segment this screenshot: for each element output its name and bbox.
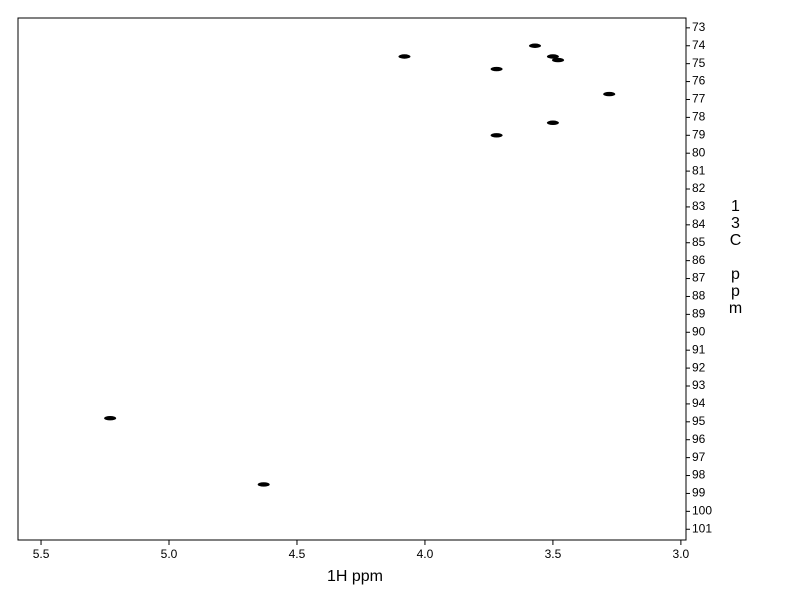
peak: [490, 133, 503, 138]
peak: [603, 91, 616, 97]
y-tick-label: 93: [692, 378, 706, 392]
peak: [552, 57, 565, 63]
y-axis-title: 13C ppm: [727, 198, 744, 317]
peak: [398, 54, 411, 59]
y-tick-label: 73: [692, 20, 706, 34]
peak: [546, 120, 559, 125]
peak: [104, 416, 117, 421]
y-tick-label: 88: [692, 289, 706, 303]
y-tick-label: 78: [692, 110, 706, 124]
y-tick-label: 77: [692, 92, 706, 106]
x-tick-label: 3.0: [673, 547, 690, 561]
y-tick-label: 74: [692, 38, 706, 52]
y-tick-label: 89: [692, 307, 706, 321]
y-tick-label: 87: [692, 271, 706, 285]
x-axis-title: 1H ppm: [327, 568, 383, 585]
y-tick-label: 101: [692, 521, 712, 535]
y-tick-label: 100: [692, 504, 712, 518]
y-tick-label: 99: [692, 486, 706, 500]
y-tick-label: 86: [692, 253, 706, 267]
y-tick-label: 91: [692, 342, 706, 356]
y-tick-label: 76: [692, 74, 706, 88]
x-tick-label: 4.0: [417, 547, 434, 561]
peak: [546, 54, 559, 59]
y-tick-label: 90: [692, 324, 706, 338]
peak: [257, 482, 270, 487]
y-tick-label: 94: [692, 396, 706, 410]
y-tick-label: 92: [692, 360, 706, 374]
peak: [490, 66, 503, 72]
y-tick-label: 95: [692, 414, 706, 428]
y-tick-label: 80: [692, 145, 706, 159]
y-tick-label: 97: [692, 450, 706, 464]
y-tick-label: 75: [692, 56, 706, 70]
y-tick-label: 96: [692, 432, 706, 446]
x-tick-label: 5.0: [161, 547, 178, 561]
y-tick-label: 85: [692, 235, 706, 249]
y-tick-label: 79: [692, 127, 706, 141]
y-tick-label: 98: [692, 468, 706, 482]
y-tick-label: 84: [692, 217, 706, 231]
x-tick-label: 4.5: [289, 547, 306, 561]
plot-frame: [17, 17, 687, 541]
x-tick-label: 5.5: [33, 547, 50, 561]
y-tick-label: 83: [692, 199, 706, 213]
y-tick-label: 82: [692, 181, 706, 195]
peak: [528, 43, 541, 48]
y-tick-label: 81: [692, 163, 706, 177]
x-tick-label: 3.5: [545, 547, 562, 561]
